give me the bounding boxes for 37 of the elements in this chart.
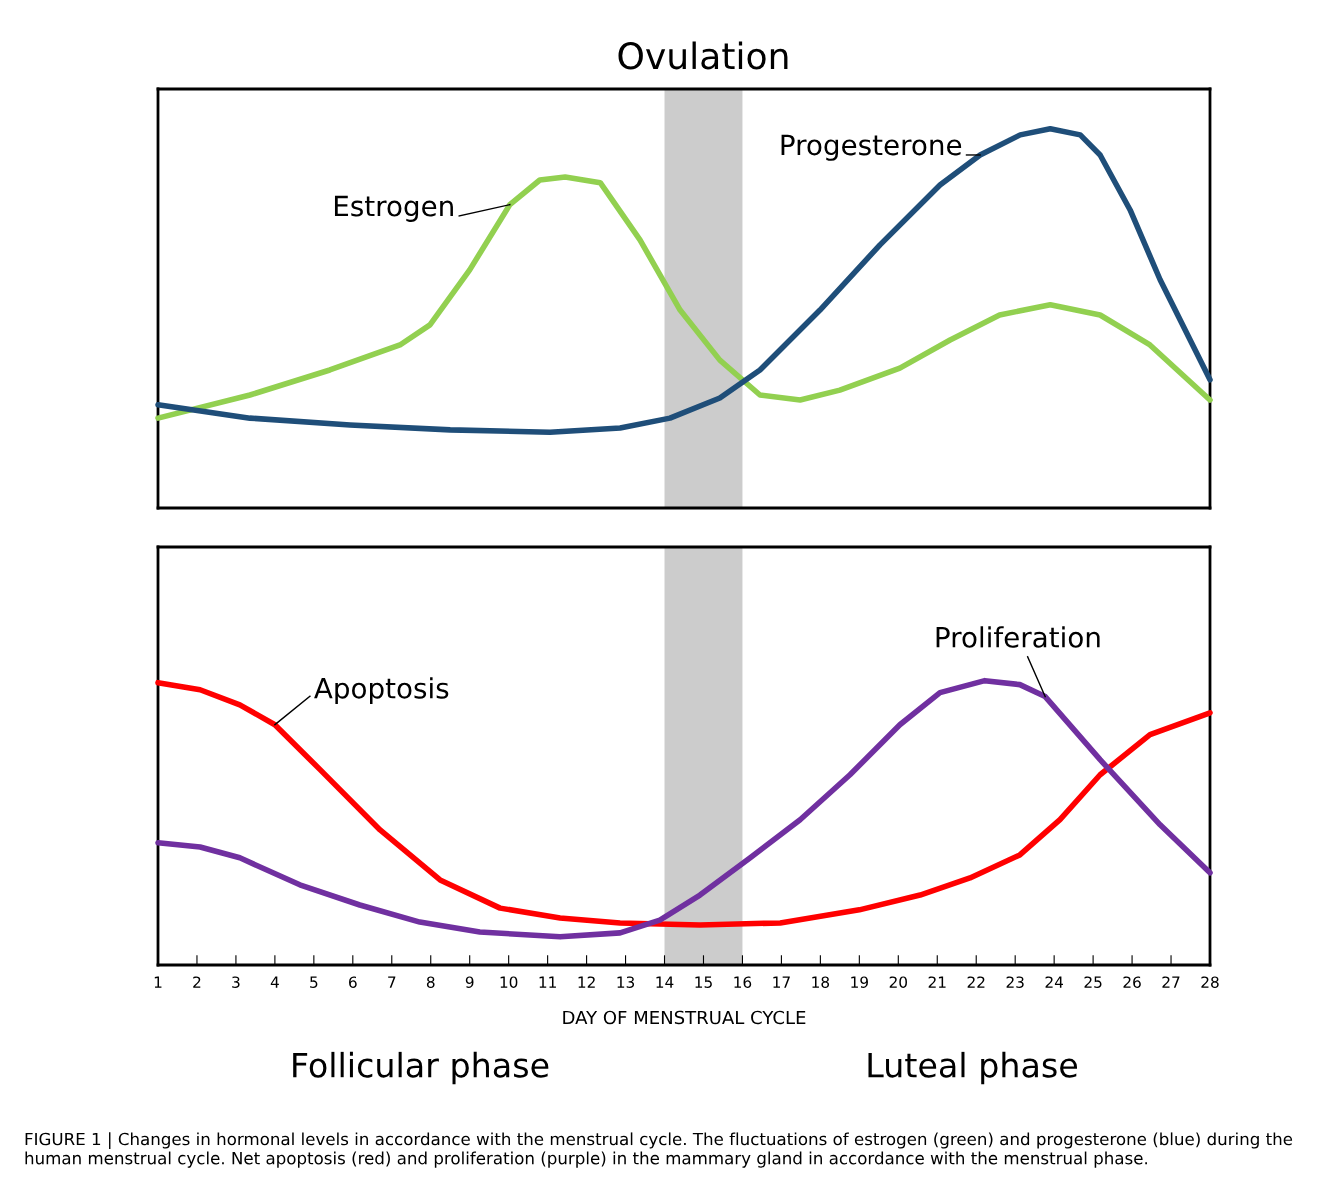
- x-tick-label: 16: [734, 976, 752, 988]
- x-tick-label: 18: [812, 976, 830, 988]
- x-tick-label: 17: [773, 976, 790, 988]
- x-tick-label: 20: [889, 976, 907, 988]
- text: Follicular phase: [293, 1051, 549, 1085]
- text: Luteal phase: [868, 1051, 1078, 1085]
- x-tick-label: 12: [578, 976, 595, 988]
- x-tick-label: 24: [1045, 976, 1064, 988]
- x-axis-title: DAY OF MENSTRUAL CYCLE: [563, 1010, 806, 1025]
- x-tick-label: 26: [1123, 976, 1141, 988]
- x-tick-label: 1: [154, 976, 162, 988]
- caption: FIGURE 1 | Changes in hormonal levels in accordance with the menstrual cycle. The fluctuations of estrogen (green) and progesterone (blue) during the human menstrual cycle. Net apoptosis (red) and proliferation (purple) in the mammary gland in accordance with the menstrual phase.: [25, 1132, 1293, 1168]
- x-tick-label: 13: [617, 976, 635, 988]
- x-tick-label: 5: [310, 976, 318, 988]
- x-tick-label: 28: [1201, 976, 1219, 988]
- band-label: Ovulation: [618, 41, 788, 70]
- series-label: Apoptosis: [314, 677, 449, 705]
- x-tick-label: 3: [232, 976, 240, 988]
- x-tick-label: 19: [851, 976, 868, 988]
- x-tick-label: 2: [193, 976, 201, 988]
- x-tick-label: 6: [349, 976, 357, 988]
- x-tick-label: 23: [1006, 976, 1024, 988]
- x-tick-label: 4: [270, 976, 279, 988]
- x-tick-label: 21: [928, 976, 946, 988]
- x-tick-label: 25: [1084, 976, 1102, 988]
- x-tick-label: 15: [695, 976, 712, 988]
- series-label: Proliferation: [936, 626, 1100, 648]
- x-tick-label: 9: [465, 976, 474, 988]
- x-tick-label: 7: [388, 976, 396, 988]
- series-label: Progesterone: [781, 134, 962, 161]
- x-tick-label: 8: [426, 976, 435, 988]
- x-tick-label: 27: [1162, 976, 1180, 988]
- x-tick-label: 11: [539, 976, 556, 988]
- x-tick-label: 10: [500, 976, 518, 988]
- series-label: Estrogen: [334, 195, 453, 222]
- x-tick-label: 22: [967, 976, 985, 988]
- x-tick-label: 14: [656, 976, 674, 988]
